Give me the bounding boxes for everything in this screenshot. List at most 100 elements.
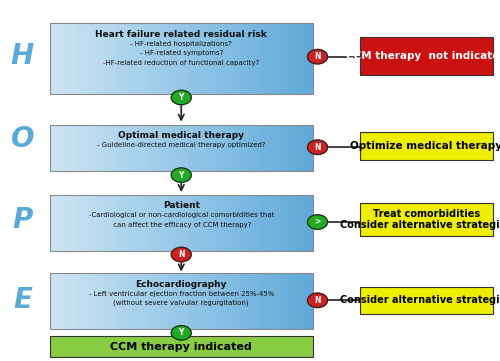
FancyBboxPatch shape [227,195,234,251]
FancyBboxPatch shape [254,273,260,329]
FancyBboxPatch shape [260,23,266,94]
FancyBboxPatch shape [155,195,162,251]
FancyBboxPatch shape [76,195,83,251]
FancyBboxPatch shape [247,125,254,171]
FancyBboxPatch shape [102,125,109,171]
FancyBboxPatch shape [50,23,56,94]
FancyBboxPatch shape [109,23,116,94]
FancyBboxPatch shape [102,273,109,329]
FancyBboxPatch shape [142,23,148,94]
Circle shape [308,215,328,229]
Text: can affect the efficacy of CCM therapy?: can affect the efficacy of CCM therapy? [111,222,252,228]
FancyBboxPatch shape [280,195,286,251]
FancyBboxPatch shape [136,23,142,94]
FancyBboxPatch shape [155,125,162,171]
FancyBboxPatch shape [214,273,220,329]
FancyBboxPatch shape [247,273,254,329]
FancyBboxPatch shape [96,273,102,329]
FancyBboxPatch shape [136,195,142,251]
FancyBboxPatch shape [188,125,194,171]
FancyBboxPatch shape [266,195,273,251]
FancyBboxPatch shape [188,195,194,251]
Text: Y: Y [178,93,184,102]
Text: N: N [314,296,321,305]
Text: O: O [10,125,34,153]
FancyBboxPatch shape [254,195,260,251]
FancyBboxPatch shape [155,23,162,94]
FancyBboxPatch shape [306,273,312,329]
FancyBboxPatch shape [90,23,96,94]
FancyBboxPatch shape [83,273,89,329]
FancyBboxPatch shape [247,23,254,94]
FancyBboxPatch shape [208,195,214,251]
FancyBboxPatch shape [220,195,227,251]
FancyBboxPatch shape [182,125,188,171]
FancyBboxPatch shape [293,195,300,251]
FancyBboxPatch shape [136,273,142,329]
FancyBboxPatch shape [70,273,76,329]
FancyBboxPatch shape [90,125,96,171]
FancyBboxPatch shape [56,273,63,329]
FancyBboxPatch shape [83,195,89,251]
FancyBboxPatch shape [300,273,306,329]
FancyBboxPatch shape [201,195,207,251]
Text: Optimal medical therapy: Optimal medical therapy [118,131,244,140]
Text: N: N [314,52,321,61]
FancyBboxPatch shape [240,23,247,94]
FancyBboxPatch shape [90,273,96,329]
Text: Consider alternative strategies: Consider alternative strategies [340,295,500,305]
Text: N: N [178,250,184,259]
FancyBboxPatch shape [182,273,188,329]
FancyBboxPatch shape [116,23,122,94]
FancyBboxPatch shape [194,23,201,94]
FancyBboxPatch shape [136,125,142,171]
FancyBboxPatch shape [214,125,220,171]
FancyBboxPatch shape [194,195,201,251]
FancyBboxPatch shape [280,23,286,94]
FancyBboxPatch shape [188,273,194,329]
FancyBboxPatch shape [162,125,168,171]
Circle shape [308,49,328,64]
Text: P: P [12,206,32,234]
FancyBboxPatch shape [174,125,181,171]
FancyBboxPatch shape [168,125,174,171]
FancyBboxPatch shape [306,23,312,94]
FancyBboxPatch shape [168,273,174,329]
FancyBboxPatch shape [273,273,280,329]
FancyBboxPatch shape [56,125,63,171]
FancyBboxPatch shape [116,125,122,171]
FancyBboxPatch shape [90,195,96,251]
FancyBboxPatch shape [96,23,102,94]
FancyBboxPatch shape [201,23,207,94]
Text: Y: Y [178,329,184,337]
FancyBboxPatch shape [96,125,102,171]
FancyBboxPatch shape [50,195,56,251]
FancyBboxPatch shape [63,125,70,171]
Text: (without severe valvular regurgitation): (without severe valvular regurgitation) [114,300,249,306]
FancyBboxPatch shape [240,125,247,171]
FancyBboxPatch shape [286,23,293,94]
FancyBboxPatch shape [201,125,207,171]
FancyBboxPatch shape [208,125,214,171]
FancyBboxPatch shape [208,273,214,329]
FancyBboxPatch shape [273,195,280,251]
Text: N: N [314,143,321,152]
FancyBboxPatch shape [70,125,76,171]
FancyBboxPatch shape [280,273,286,329]
Text: H: H [11,42,34,70]
FancyBboxPatch shape [300,125,306,171]
FancyBboxPatch shape [260,195,266,251]
FancyBboxPatch shape [188,23,194,94]
FancyBboxPatch shape [142,273,148,329]
FancyBboxPatch shape [168,195,174,251]
FancyBboxPatch shape [70,23,76,94]
FancyBboxPatch shape [162,195,168,251]
FancyBboxPatch shape [174,195,181,251]
Text: CCM therapy  not indicated: CCM therapy not indicated [346,51,500,61]
FancyBboxPatch shape [63,23,70,94]
FancyBboxPatch shape [129,195,136,251]
FancyBboxPatch shape [266,273,273,329]
Text: - HF-related symptoms?: - HF-related symptoms? [140,50,223,56]
FancyBboxPatch shape [240,273,247,329]
FancyBboxPatch shape [306,125,312,171]
